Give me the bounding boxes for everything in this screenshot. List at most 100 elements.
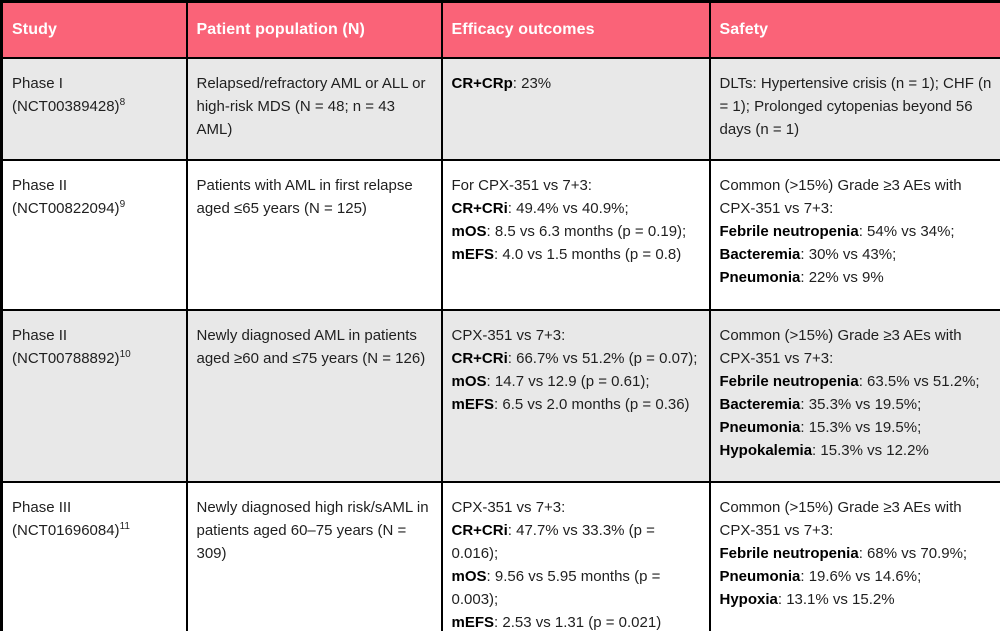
cell-line: CPX-351 vs 7+3: bbox=[451, 498, 566, 516]
population-text: Relapsed/refractory AML or ALL or high-r… bbox=[197, 72, 433, 141]
column-header-study: Study bbox=[0, 0, 188, 59]
metric-label: Febrile neutropenia bbox=[719, 222, 859, 240]
efficacy-text: For CPX-351 vs 7+3: CR+CRi: 49.4% vs 40.9… bbox=[452, 174, 701, 266]
column-header-safety: Safety bbox=[708, 0, 1000, 59]
efficacy-text: CPX-351 vs 7+3: CR+CRi: 47.7% vs 33.3% (p… bbox=[452, 496, 701, 631]
column-header-efficacy-outcomes: Efficacy outcomes bbox=[440, 0, 711, 59]
cell-line: Common (>15%) Grade ≥3 AEs with CPX-351 … bbox=[719, 498, 962, 539]
population-cell: Newly diagnosed high risk/sAML in patien… bbox=[185, 480, 443, 631]
metric-label: CR+CRi bbox=[451, 349, 508, 367]
cell-line: Phase III bbox=[12, 498, 72, 516]
metric-label: mEFS bbox=[451, 395, 495, 413]
reference-superscript: 10 bbox=[119, 348, 131, 360]
metric-label: Pneumonia bbox=[719, 268, 801, 286]
cell-line: mEFS: 4.0 vs 1.5 months (p = 0.8) bbox=[451, 245, 682, 263]
cell-line: Newly diagnosed high risk/sAML in patien… bbox=[196, 498, 429, 562]
cell-line: Febrile neutropenia: 54% vs 34%; bbox=[719, 222, 955, 240]
metric-label: CR+CRi bbox=[451, 199, 508, 217]
cell-line: Pneumonia: 22% vs 9% bbox=[719, 268, 884, 286]
metric-label: Febrile neutropenia bbox=[719, 544, 859, 562]
study-cell: Phase II (NCT00788892)10 bbox=[0, 308, 188, 483]
metric-label: CR+CRp bbox=[451, 74, 513, 92]
metric-label: mOS bbox=[451, 372, 487, 390]
safety-cell: Common (>15%) Grade ≥3 AEs with CPX-351 … bbox=[708, 158, 1000, 311]
efficacy-cell: CR+CRp: 23% bbox=[440, 56, 711, 161]
study-text: Phase III (NCT01696084)11 bbox=[12, 496, 178, 542]
metric-label: Bacteremia bbox=[719, 395, 801, 413]
metric-label: Febrile neutropenia bbox=[719, 372, 859, 390]
cell-line: mEFS: 6.5 vs 2.0 months (p = 0.36) bbox=[451, 395, 690, 413]
cell-line: Patients with AML in first relapse aged … bbox=[196, 176, 413, 217]
study-cell: Phase II (NCT00822094)9 bbox=[0, 158, 188, 311]
safety-cell: DLTs: Hypertensive crisis (n = 1); CHF (… bbox=[708, 56, 1000, 161]
cell-line: CPX-351 vs 7+3: bbox=[451, 326, 566, 344]
cell-line: For CPX-351 vs 7+3: bbox=[451, 176, 592, 194]
population-text: Patients with AML in first relapse aged … bbox=[197, 174, 433, 220]
efficacy-cell: CPX-351 vs 7+3: CR+CRi: 66.7% vs 51.2% (p… bbox=[440, 308, 711, 483]
cell-line: CR+CRi: 49.4% vs 40.9%; bbox=[451, 199, 629, 217]
cell-line: CR+CRi: 47.7% vs 33.3% (p = 0.016); bbox=[451, 521, 655, 562]
metric-label: Pneumonia bbox=[719, 567, 801, 585]
cell-line: mOS: 8.5 vs 6.3 months (p = 0.19); bbox=[451, 222, 687, 240]
population-cell: Relapsed/refractory AML or ALL or high-r… bbox=[185, 56, 443, 161]
safety-text: Common (>15%) Grade ≥3 AEs with CPX-351 … bbox=[720, 324, 993, 462]
metric-label: mOS bbox=[451, 222, 487, 240]
cell-line: Pneumonia: 19.6% vs 14.6%; bbox=[719, 567, 922, 585]
population-text: Newly diagnosed high risk/sAML in patien… bbox=[197, 496, 433, 565]
cell-line: Bacteremia: 35.3% vs 19.5%; bbox=[719, 395, 922, 413]
cell-line: Common (>15%) Grade ≥3 AEs with CPX-351 … bbox=[719, 176, 962, 217]
study-text: Phase I (NCT00389428)8 bbox=[12, 72, 178, 118]
cell-line: Phase II (NCT00788892)10 bbox=[12, 326, 131, 367]
study-cell: Phase I (NCT00389428)8 bbox=[0, 56, 188, 161]
safety-text: Common (>15%) Grade ≥3 AEs with CPX-351 … bbox=[720, 496, 993, 611]
population-cell: Patients with AML in first relapse aged … bbox=[185, 158, 443, 311]
efficacy-cell: For CPX-351 vs 7+3: CR+CRi: 49.4% vs 40.9… bbox=[440, 158, 711, 311]
metric-label: Hypokalemia bbox=[719, 441, 813, 459]
metric-label: mEFS bbox=[451, 613, 495, 631]
cell-line: Hypokalemia: 15.3% vs 12.2% bbox=[719, 441, 929, 459]
efficacy-text: CR+CRp: 23% bbox=[452, 72, 701, 95]
cell-line: DLTs: Hypertensive crisis (n = 1); CHF (… bbox=[719, 74, 992, 138]
metric-label: Bacteremia bbox=[719, 245, 801, 263]
cell-line: Bacteremia: 30% vs 43%; bbox=[719, 245, 897, 263]
cell-line: Relapsed/refractory AML or ALL or high-r… bbox=[196, 74, 426, 138]
population-text: Newly diagnosed AML in patients aged ≥60… bbox=[197, 324, 433, 370]
safety-text: DLTs: Hypertensive crisis (n = 1); CHF (… bbox=[720, 72, 993, 141]
cell-line: Febrile neutropenia: 68% vs 70.9%; bbox=[719, 544, 968, 562]
cell-line: Newly diagnosed AML in patients aged ≥60… bbox=[196, 326, 426, 367]
cell-line: Hypoxia: 13.1% vs 15.2% bbox=[719, 590, 895, 608]
study-text: Phase II (NCT00822094)9 bbox=[12, 174, 178, 220]
study-cell: Phase III (NCT01696084)11 bbox=[0, 480, 188, 631]
cell-line: mEFS: 2.53 vs 1.31 (p = 0.021) bbox=[451, 613, 662, 631]
cell-line: Phase II (NCT00822094)9 bbox=[12, 176, 126, 217]
column-header-patient-population: Patient population (N) bbox=[185, 0, 443, 59]
cell-line: Phase I (NCT00389428)8 bbox=[12, 74, 126, 115]
population-cell: Newly diagnosed AML in patients aged ≥60… bbox=[185, 308, 443, 483]
cell-line: mOS: 9.56 vs 5.95 months (p = 0.003); bbox=[451, 567, 661, 608]
cell-line: CR+CRi: 66.7% vs 51.2% (p = 0.07); bbox=[451, 349, 698, 367]
safety-cell: Common (>15%) Grade ≥3 AEs with CPX-351 … bbox=[708, 480, 1000, 631]
metric-label: mOS bbox=[451, 567, 487, 585]
cell-line: mOS: 14.7 vs 12.9 (p = 0.61); bbox=[451, 372, 650, 390]
reference-superscript: 8 bbox=[119, 96, 126, 108]
cell-line: Pneumonia: 15.3% vs 19.5%; bbox=[719, 418, 922, 436]
metric-label: mEFS bbox=[451, 245, 495, 263]
table-row-phase1: Phase I (NCT00389428)8 Relapsed/refracto… bbox=[0, 56, 1000, 161]
table-row-phase2a: Phase II (NCT00822094)9 Patients with AM… bbox=[0, 158, 1000, 311]
reference-superscript: 9 bbox=[119, 198, 126, 210]
metric-label: Pneumonia bbox=[719, 418, 801, 436]
reference-superscript: 11 bbox=[119, 520, 130, 532]
metric-label: CR+CRi bbox=[451, 521, 508, 539]
table-row-phase3: Phase III (NCT01696084)11 Newly diagnosed… bbox=[0, 480, 1000, 631]
safety-cell: Common (>15%) Grade ≥3 AEs with CPX-351 … bbox=[708, 308, 1000, 483]
table-row-phase2b: Phase II (NCT00788892)10 Newly diagnosed… bbox=[0, 308, 1000, 483]
metric-label: Hypoxia bbox=[719, 590, 778, 608]
cell-line: (NCT01696084)11 bbox=[12, 520, 130, 539]
cell-line: Common (>15%) Grade ≥3 AEs with CPX-351 … bbox=[719, 326, 962, 367]
efficacy-cell: CPX-351 vs 7+3: CR+CRi: 47.7% vs 33.3% (p… bbox=[440, 480, 711, 631]
efficacy-text: CPX-351 vs 7+3: CR+CRi: 66.7% vs 51.2% (p… bbox=[452, 324, 701, 416]
cell-line: CR+CRp: 23% bbox=[451, 74, 552, 92]
cell-line: Febrile neutropenia: 63.5% vs 51.2%; bbox=[719, 372, 980, 390]
